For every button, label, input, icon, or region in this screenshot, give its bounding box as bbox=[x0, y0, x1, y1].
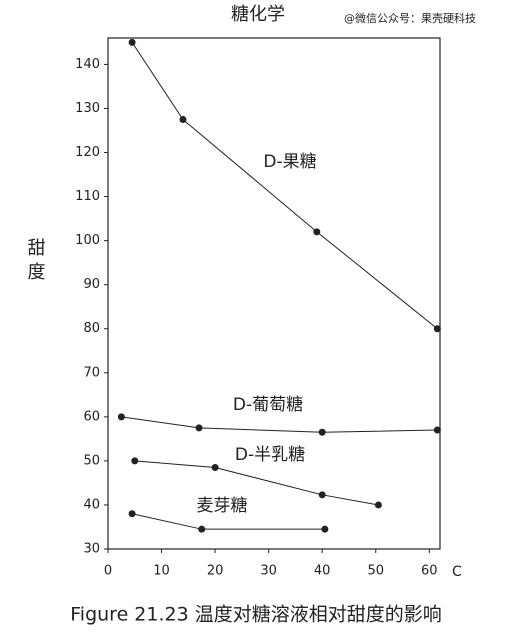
data-point bbox=[128, 38, 136, 46]
data-point bbox=[211, 464, 219, 472]
y-tick-label: 80 bbox=[83, 321, 100, 336]
x-tick-label: 10 bbox=[153, 564, 170, 579]
y-tick-label: 130 bbox=[75, 101, 100, 116]
data-point bbox=[198, 525, 206, 533]
data-point bbox=[195, 424, 203, 432]
data-point bbox=[318, 491, 326, 499]
y-tick-label: 70 bbox=[83, 365, 100, 380]
data-point bbox=[318, 428, 326, 436]
watermark: @微信公众号：果壳硬科技 bbox=[344, 11, 476, 25]
x-tick-label: 20 bbox=[207, 564, 224, 579]
data-point bbox=[128, 510, 136, 518]
x-tick-label: 30 bbox=[260, 564, 277, 579]
y-tick-label: 120 bbox=[75, 145, 100, 160]
caption: Figure 21.23 温度对糖溶液相对甜度的影响 bbox=[70, 604, 441, 626]
x-tick-label: 50 bbox=[367, 564, 384, 579]
data-point bbox=[433, 325, 441, 333]
series-line bbox=[131, 42, 438, 330]
chart-title: 糖化学 bbox=[231, 4, 285, 25]
series-line bbox=[134, 460, 379, 506]
y-tick-label: 60 bbox=[83, 409, 100, 424]
y-tick-label: 90 bbox=[83, 277, 100, 292]
x-tick-label: 40 bbox=[314, 564, 331, 579]
series-label: D-果糖 bbox=[263, 152, 316, 172]
y-tick-label: 40 bbox=[83, 497, 100, 512]
y-tick-label: 50 bbox=[83, 453, 100, 468]
data-point bbox=[433, 426, 441, 434]
y-tick-label: 140 bbox=[75, 57, 100, 72]
y-axis-label: 甜度 bbox=[25, 238, 46, 286]
data-point bbox=[131, 457, 139, 465]
y-tick-label: 110 bbox=[75, 189, 100, 204]
series-label: D-半乳糖 bbox=[235, 445, 305, 465]
data-point bbox=[117, 413, 125, 421]
x-axis-label: C bbox=[452, 564, 462, 580]
series-label: 麦芽糖 bbox=[197, 496, 248, 516]
x-tick-label: 0 bbox=[104, 564, 112, 579]
series-line bbox=[121, 416, 438, 433]
y-tick-label: 100 bbox=[75, 233, 100, 248]
plot-frame bbox=[107, 37, 441, 550]
data-point bbox=[179, 115, 187, 123]
data-point bbox=[313, 228, 321, 236]
y-tick-label: 30 bbox=[83, 542, 100, 557]
series-label: D-葡萄糖 bbox=[233, 395, 303, 415]
data-point bbox=[374, 501, 382, 509]
x-tick-label: 60 bbox=[421, 564, 438, 579]
series-line bbox=[131, 513, 325, 530]
data-point bbox=[321, 525, 329, 533]
